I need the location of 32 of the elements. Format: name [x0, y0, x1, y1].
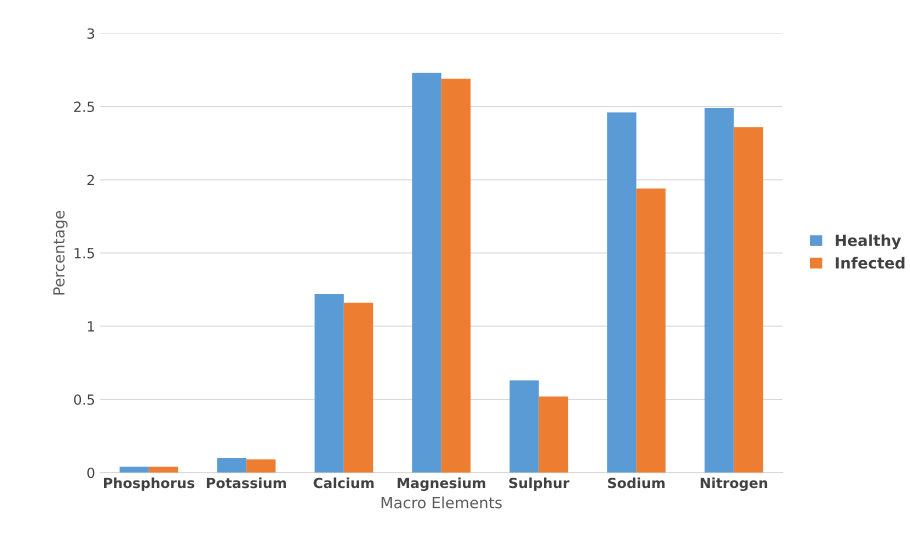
- bar: [538, 396, 568, 473]
- x-axis-title: Macro Elements: [382, 496, 502, 508]
- bar: [412, 72, 442, 473]
- bar: [607, 112, 636, 473]
- y-tick-label: 2.5: [74, 102, 94, 112]
- bar: [704, 108, 734, 473]
- y-tick-label: 0: [87, 468, 94, 478]
- bar: [636, 188, 666, 473]
- x-tick-label: Magnesium: [398, 477, 486, 492]
- x-tick-label: Potassium: [206, 477, 286, 488]
- y-tick-label: 1.5: [74, 248, 94, 258]
- legend-label: Healthy: [836, 234, 901, 250]
- x-tick-label: Sodium: [608, 477, 665, 488]
- y-tick-label: 0.5: [74, 394, 94, 405]
- bar: [344, 302, 374, 473]
- y-axis-title: Percentage: [53, 210, 68, 294]
- x-tick-label: Calcium: [314, 477, 374, 488]
- legend-label: Infected: [836, 256, 904, 269]
- y-tick-label: 1: [88, 321, 94, 332]
- bar: [217, 458, 246, 473]
- bar: [441, 78, 471, 473]
- y-tick-label: 3: [87, 28, 94, 39]
- bar: [148, 466, 178, 473]
- x-tick-label: Phosphorus: [104, 477, 194, 491]
- y-tick-label: 2: [87, 174, 94, 186]
- x-tick-label: Sulphur: [509, 477, 570, 491]
- bar: [734, 127, 764, 473]
- bar: [510, 380, 539, 473]
- bar: [314, 294, 344, 473]
- x-tick-label: Nitrogen: [700, 477, 768, 492]
- bar: [246, 459, 276, 473]
- bar: [120, 466, 149, 473]
